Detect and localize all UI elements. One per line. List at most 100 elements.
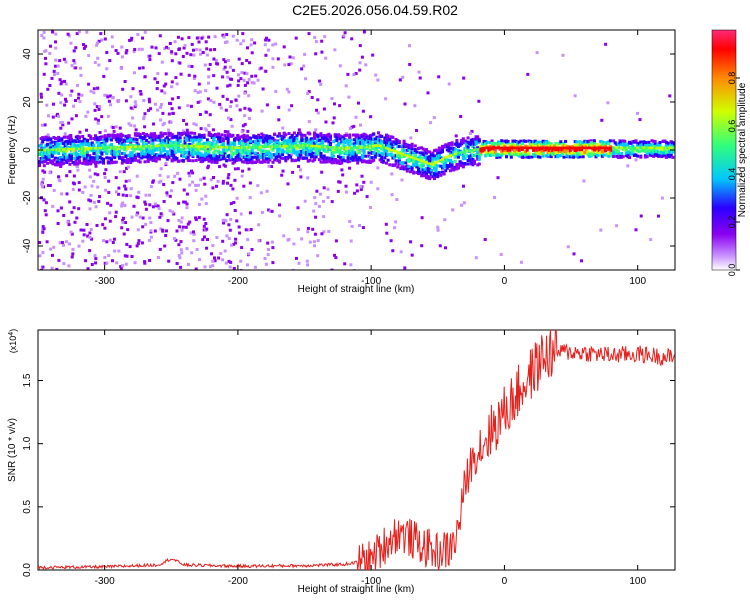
spectrogram-cell xyxy=(42,154,46,158)
spectrogram-cell xyxy=(344,184,348,188)
spectrogram-cell xyxy=(450,141,454,145)
spectrogram-cell xyxy=(119,142,123,146)
spectrogram-cell xyxy=(485,141,489,145)
spectrogram-cell xyxy=(346,159,350,163)
spectrogram-cell xyxy=(349,157,353,160)
spectrogram-cell xyxy=(274,157,278,161)
spectrogram-cell xyxy=(474,137,478,141)
spectrogram-cell xyxy=(67,264,71,268)
spectrogram-cell xyxy=(46,152,49,156)
spectrogram-cell xyxy=(333,102,336,106)
spectrogram-cell xyxy=(108,137,112,141)
spectrogram-cell xyxy=(111,126,115,129)
spectrogram-cell xyxy=(385,231,389,235)
spectrogram-cell xyxy=(66,32,70,36)
spectrogram-cell xyxy=(623,139,627,143)
spectrogram-cell xyxy=(473,147,476,151)
spectrogram-cell xyxy=(239,259,243,263)
spectrogram-cell xyxy=(333,48,337,52)
spectrogram-cell xyxy=(268,141,272,145)
spectrogram-ridge-cell xyxy=(162,144,166,147)
spectrogram-cell xyxy=(295,133,299,137)
spectrogram-cell xyxy=(115,261,119,265)
spectrogram-cell xyxy=(505,155,508,159)
spectrogram-cell xyxy=(481,149,484,153)
spectrogram-cell xyxy=(239,149,243,153)
spectrogram-cell xyxy=(153,148,157,152)
spectrogram-cell xyxy=(402,148,406,152)
spectrogram-cell xyxy=(618,141,622,145)
spectrogram-cell xyxy=(193,138,197,142)
spectrogram-ridge-cell xyxy=(183,144,186,148)
spectrogram-cell xyxy=(43,49,47,53)
spectrogram-cell xyxy=(165,153,169,157)
spectrogram-cell xyxy=(121,87,125,91)
spectrogram-cell xyxy=(401,75,405,79)
spectrogram-cell xyxy=(284,159,288,163)
spectrogram-cell xyxy=(397,160,401,163)
spectrogram-ridge-cell xyxy=(274,145,278,148)
y-tick-label: 1.0 xyxy=(22,436,33,450)
spectrogram-cell xyxy=(202,217,206,221)
spectrogram-cell xyxy=(401,149,404,153)
spectrogram-ridge-cell xyxy=(269,145,273,148)
spectrogram-ridge-cell xyxy=(647,146,650,150)
spectrogram-cell xyxy=(148,203,152,207)
spectrogram-cell xyxy=(151,156,155,159)
spectrogram-cell xyxy=(113,134,117,137)
spectrogram-cell xyxy=(404,144,408,147)
spectrogram-cell xyxy=(444,160,448,164)
spectrogram-cell xyxy=(229,183,233,187)
spectrogram-cell xyxy=(642,140,646,144)
spectrogram-cell xyxy=(236,148,240,151)
spectrogram-cell xyxy=(653,142,657,146)
spectrogram-cell xyxy=(57,91,61,95)
spectrogram-cell xyxy=(589,153,593,157)
spectrogram-cell xyxy=(41,140,45,144)
spectrogram-cell xyxy=(629,149,633,152)
spectrogram-cell xyxy=(274,90,278,93)
spectrogram-cell xyxy=(426,165,430,169)
spectrogram-cell xyxy=(187,64,191,68)
spectrogram-cell xyxy=(218,102,222,106)
spectrogram-cell xyxy=(81,140,85,144)
spectrogram-cell xyxy=(76,134,80,138)
spectrogram-cell xyxy=(530,155,534,159)
spectrogram-cell xyxy=(293,136,297,140)
spectrogram-cell xyxy=(287,90,291,94)
spectrogram-cell xyxy=(647,142,651,146)
spectrogram-cell xyxy=(288,55,292,59)
spectrogram-cell xyxy=(231,142,235,146)
spectrogram-ridge-cell xyxy=(204,145,207,148)
spectrogram-cell xyxy=(567,155,571,158)
spectrogram-cell xyxy=(166,219,170,223)
spectrogram-cell xyxy=(221,239,225,243)
spectrogram-cell xyxy=(492,151,496,155)
spectrogram-cell xyxy=(77,92,81,96)
spectrogram-cell xyxy=(38,144,41,148)
spectrogram-cell xyxy=(38,254,42,258)
spectrogram-cell xyxy=(337,155,340,158)
spectrogram-cell xyxy=(263,143,267,147)
spectrogram-cell xyxy=(209,265,212,269)
spectrogram-cell xyxy=(63,158,67,162)
spectrogram-cell xyxy=(306,176,310,180)
spectrogram-cell xyxy=(386,136,390,140)
spectrogram-ridge-cell xyxy=(608,146,612,150)
spectrogram-cell xyxy=(226,136,230,140)
spectrogram-ridge-cell xyxy=(313,144,316,148)
spectrogram-cell xyxy=(159,154,163,158)
spectrogram-cell xyxy=(73,152,77,156)
spectrogram-cell xyxy=(126,139,129,143)
spectrogram-cell xyxy=(415,150,419,154)
spectrogram-cell xyxy=(229,134,233,138)
spectrogram-cell xyxy=(177,149,181,153)
spectrogram-cell xyxy=(407,146,411,150)
spectrogram-cell xyxy=(628,140,632,144)
spectrogram-cell xyxy=(175,157,179,160)
spectrogram-cell xyxy=(174,238,178,242)
spectrogram-ridge-cell xyxy=(672,146,675,150)
spectrogram-cell xyxy=(84,143,88,147)
spectrogram-cell xyxy=(559,150,563,154)
spectrogram-cell xyxy=(200,197,204,201)
